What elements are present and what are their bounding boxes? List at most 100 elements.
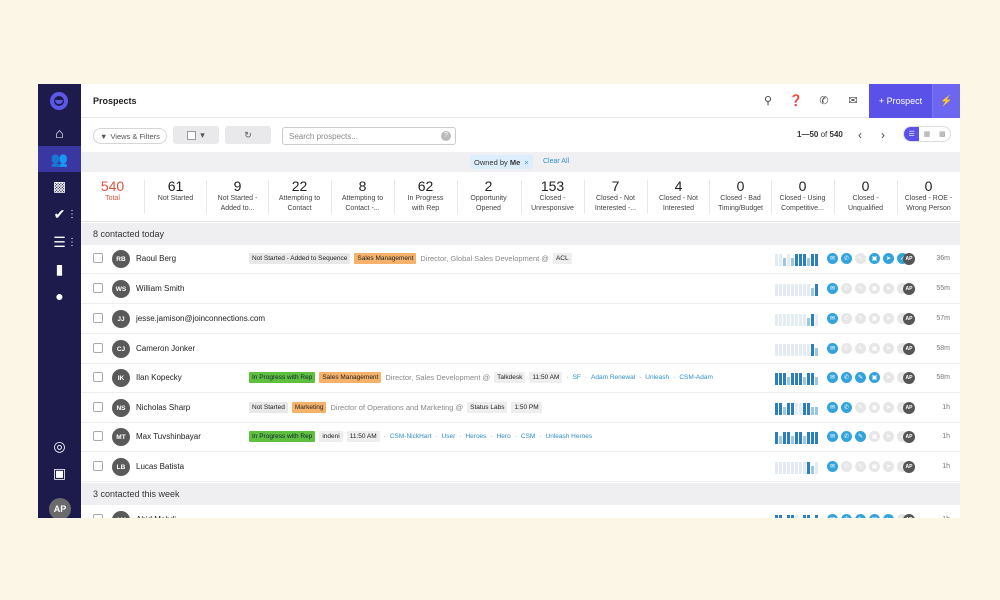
clear-all-link[interactable]: Clear All — [543, 158, 570, 165]
message-icon[interactable]: ✎ — [855, 461, 866, 472]
help-icon[interactable]: ❓ — [789, 94, 803, 107]
clipboard-icon[interactable]: ▣ — [52, 464, 67, 481]
email-icon[interactable]: ✉ — [827, 283, 838, 294]
task-icon[interactable]: ✓ — [897, 461, 908, 472]
phone-icon[interactable]: ✆ — [819, 94, 829, 107]
row-checkbox[interactable] — [93, 372, 103, 382]
row-checkbox[interactable] — [93, 283, 103, 293]
phone-icon[interactable]: ✆ — [841, 343, 852, 354]
select-all-dropdown[interactable]: ▾ — [173, 126, 219, 144]
send-icon[interactable]: ➤ — [883, 283, 894, 294]
table-row[interactable]: WS William Smith ✉✆✎▣➤✓AP 55m — [81, 274, 960, 304]
row-checkbox[interactable] — [93, 343, 103, 353]
globe-icon[interactable]: ◎ — [53, 437, 66, 454]
sequence-link[interactable]: CSM-Adam — [679, 374, 713, 381]
stage-filter-6[interactable]: 2 Opportunity Opened — [457, 178, 520, 213]
table-row[interactable]: CJ Cameron Jonker ✉✆✎▣➤✓AP 58m — [81, 334, 960, 364]
send-icon[interactable]: ➤ — [883, 372, 894, 383]
sequence-link[interactable]: Unleash Heroes — [545, 433, 593, 440]
row-checkbox[interactable] — [93, 461, 103, 471]
task-icon[interactable]: ✓ — [897, 514, 908, 518]
message-icon[interactable]: ✎ — [855, 283, 866, 294]
send-icon[interactable]: ➤ — [883, 313, 894, 324]
table-row[interactable]: LB Lucas Batista ✉✆✎▣➤✓AP 1h — [81, 452, 960, 482]
prospect-name[interactable]: Nicholas Sharp — [136, 403, 191, 412]
phone-icon[interactable]: ✆ — [841, 461, 852, 472]
stage-filter-0[interactable]: 540 Total — [81, 178, 144, 204]
phone-icon[interactable]: ✆ — [841, 313, 852, 324]
message-icon[interactable]: ✎ — [855, 313, 866, 324]
email-icon[interactable]: ✉ — [827, 313, 838, 324]
reports-icon[interactable]: ▮ — [55, 260, 64, 277]
task-icon[interactable]: ✓ — [897, 343, 908, 354]
stage-filter-9[interactable]: 4 Closed - Not Interested — [647, 178, 710, 213]
prospect-name[interactable]: Lucas Batista — [136, 462, 185, 471]
next-page-icon[interactable]: › — [881, 128, 885, 142]
outreach-logo-icon[interactable] — [50, 92, 68, 110]
send-icon[interactable]: ➤ — [883, 253, 894, 264]
table-view-icon[interactable]: ▦ — [923, 131, 931, 138]
prospects-icon[interactable]: 👥 — [38, 146, 81, 172]
calendar-icon[interactable]: ▣ — [869, 514, 880, 518]
phone-icon[interactable]: ✆ — [841, 283, 852, 294]
table-row[interactable]: NS Nicholas Sharp Not Started Marketing Dire… — [81, 393, 960, 423]
sequence-link[interactable]: CSM — [520, 433, 536, 440]
phone-icon[interactable]: ✆ — [841, 514, 852, 518]
search-input[interactable]: Search prospects... ? — [282, 127, 456, 145]
stage-filter-11[interactable]: 0 Closed - Using Competitive... — [771, 178, 834, 213]
email-icon[interactable]: ✉ — [827, 514, 838, 518]
sequence-link[interactable]: User — [441, 433, 456, 440]
table-row[interactable]: AM Abid Mahdi ✉✆✎▣➤✓AP 1h — [81, 505, 960, 518]
sequence-link[interactable]: Adam Renewal — [591, 374, 636, 381]
chip-close-icon[interactable]: × — [524, 157, 529, 167]
row-checkbox[interactable] — [93, 402, 103, 412]
stage-filter-1[interactable]: 61 Not Started — [144, 178, 207, 204]
send-icon[interactable]: ➤ — [883, 402, 894, 413]
prospect-name[interactable]: Max Tuvshinbayar — [136, 432, 201, 441]
prospect-name[interactable]: Cameron Jonker — [136, 344, 196, 353]
avatar[interactable]: AP — [49, 498, 71, 518]
more-dots-icon[interactable]: ⋮ — [67, 236, 77, 248]
calendar-icon[interactable]: ▣ — [869, 283, 880, 294]
send-icon[interactable]: ➤ — [883, 514, 894, 518]
message-icon[interactable]: ✎ — [855, 372, 866, 383]
stage-filter-5[interactable]: 62 In Progress with Rep — [394, 178, 457, 213]
view-toggle[interactable]: ☰ ▦ ▩ — [903, 126, 951, 142]
calendar-icon[interactable]: ▣ — [869, 313, 880, 324]
message-icon[interactable]: ✎ — [855, 514, 866, 518]
message-icon[interactable]: ✎ — [855, 253, 866, 264]
bolt-icon[interactable]: ⚡ — [932, 84, 960, 118]
table-row[interactable]: RB Raoul Berg Not Started - Added to Seque… — [81, 244, 960, 274]
email-icon[interactable]: ✉ — [827, 461, 838, 472]
prospect-name[interactable]: jesse.jamison@joinconnections.com — [136, 314, 266, 323]
stage-filter-10[interactable]: 0 Closed - Bad Timing/Budget — [709, 178, 772, 213]
list-view-icon[interactable]: ☰ — [904, 127, 920, 141]
message-icon[interactable]: ✎ — [855, 402, 866, 413]
send-icon[interactable]: ➤ — [883, 343, 894, 354]
stage-filter-3[interactable]: 22 Attempting to Contact — [268, 178, 331, 213]
user-icon[interactable]: ● — [55, 288, 64, 304]
email-icon[interactable]: ✉ — [827, 253, 838, 264]
phone-icon[interactable]: ✆ — [841, 253, 852, 264]
prospect-name[interactable]: William Smith — [136, 284, 185, 293]
stage-filter-12[interactable]: 0 Closed - Unqualified — [834, 178, 897, 213]
sequence-link[interactable]: SF — [572, 374, 581, 381]
stage-filter-2[interactable]: 9 Not Started - Added to... — [206, 178, 269, 213]
chart-view-icon[interactable]: ▩ — [939, 131, 946, 138]
home-icon[interactable]: ⌂ — [55, 125, 64, 141]
row-checkbox[interactable] — [93, 253, 103, 263]
prospect-name[interactable]: Ilan Kopecky — [136, 373, 182, 382]
check-icon[interactable]: ✔ ⋮ — [53, 205, 77, 222]
calendar-icon[interactable]: ▣ — [869, 402, 880, 413]
table-row[interactable]: JJ jesse.jamison@joinconnections.com ✉ ✆ ✎ ▣ ➤… — [81, 304, 960, 334]
table-row[interactable]: MT Max Tuvshinbayar In Progress with Rep in… — [81, 422, 960, 452]
calendar-icon[interactable]: ▣ — [869, 253, 880, 264]
calendar-icon[interactable]: ▣ — [869, 343, 880, 354]
row-checkbox[interactable] — [93, 431, 103, 441]
stage-filter-4[interactable]: 8 Attempting to Contact -... — [331, 178, 394, 213]
search-icon[interactable]: ⚲ — [763, 94, 773, 107]
prev-page-icon[interactable]: ‹ — [858, 128, 862, 142]
owned-by-filter-chip[interactable]: Owned by Me × — [470, 155, 533, 169]
add-prospect-button[interactable]: + Prospect — [869, 84, 932, 118]
sequence-link[interactable]: Heroes — [465, 433, 487, 440]
